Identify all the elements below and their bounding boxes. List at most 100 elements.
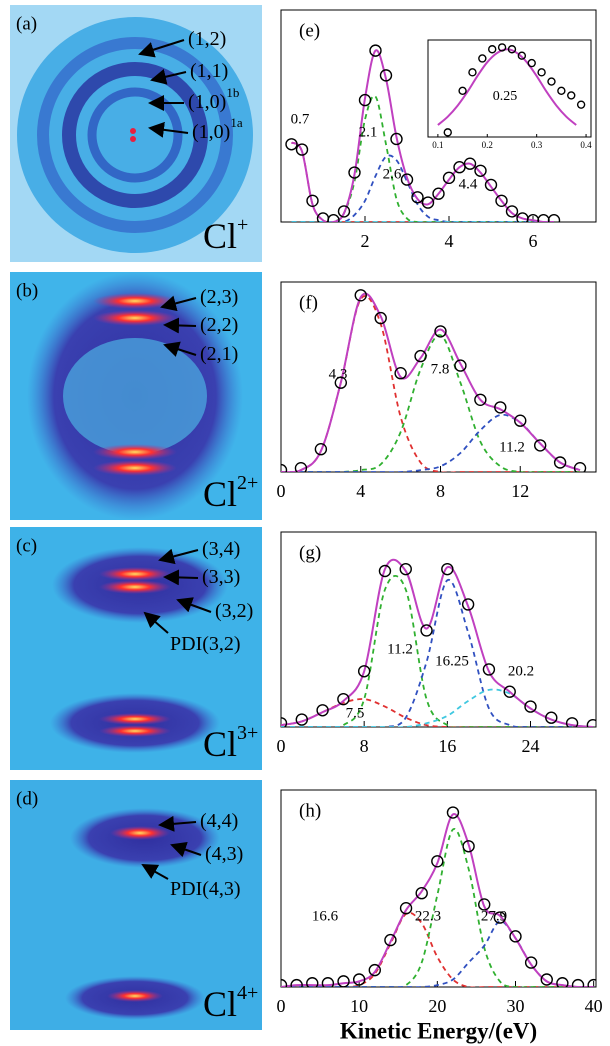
data-point (290, 978, 303, 987)
feature-text: (1,0) (188, 91, 226, 113)
fit-curve (437, 48, 577, 126)
data-point (295, 143, 309, 156)
data-point (400, 173, 414, 186)
feature-text: PDI(4,3) (170, 878, 241, 900)
data-point (327, 214, 340, 222)
feature-label: (3,3) (202, 566, 240, 588)
plot-area (285, 44, 561, 222)
feature-text: (2,3) (200, 286, 238, 308)
x-tick-label: 30 (506, 996, 524, 1016)
data-point (478, 898, 491, 911)
data-point (281, 717, 288, 727)
data-point (462, 840, 475, 853)
feature-label: (3,2) (215, 600, 253, 622)
panel-label: (f) (299, 292, 318, 313)
peak-label: 16.25 (435, 653, 469, 669)
x-tick-label: 0.3 (531, 140, 543, 150)
x-tick-label: 6 (529, 231, 538, 251)
component-curve (281, 920, 594, 987)
x-tick-label: 24 (522, 736, 540, 756)
data-point (468, 68, 477, 77)
component-curve (281, 575, 593, 727)
arrow (163, 317, 197, 334)
arrow (160, 295, 197, 312)
x-tick-label: 0.4 (580, 140, 592, 150)
data-point (533, 439, 547, 452)
arrow (141, 864, 169, 880)
feature-text: (3,3) (202, 566, 240, 588)
data-point (567, 91, 576, 100)
data-point (337, 975, 350, 987)
x-tick-label: 0 (277, 996, 286, 1016)
feature-label: (3,4) (202, 538, 240, 560)
data-point (441, 562, 454, 576)
panel-label: (d) (16, 788, 38, 809)
data-point (474, 164, 487, 177)
data-point (458, 86, 467, 96)
feature-text: PDI(3,2) (170, 633, 241, 655)
peak-label: 22.3 (415, 908, 441, 924)
data-point (352, 973, 366, 986)
panel-label: (g) (299, 542, 321, 563)
data-point (443, 128, 452, 137)
x-tick-label: 12 (511, 481, 529, 501)
x-tick-label: 2 (361, 231, 370, 251)
data-point (461, 598, 475, 611)
data-point (379, 69, 393, 82)
feature-text: (2,2) (200, 314, 238, 336)
x-axis-label: Kinetic Energy/(eV) (340, 1018, 537, 1043)
x-tick-label: 16 (438, 736, 456, 756)
data-point (497, 43, 507, 52)
data-point (571, 978, 585, 987)
data-point (399, 562, 412, 576)
data-point (573, 462, 587, 472)
peak-label: 4.3 (329, 366, 348, 382)
data-point (334, 376, 348, 389)
data-point (295, 713, 308, 726)
component-curve (281, 334, 581, 472)
feature-text: (1,2) (188, 28, 226, 50)
data-point (306, 977, 319, 987)
x-tick-label: 40 (585, 996, 603, 1016)
data-point (442, 171, 456, 185)
data-point (463, 157, 477, 170)
data-point (316, 704, 329, 717)
feature-text: (2,1) (200, 343, 238, 365)
data-point (493, 911, 507, 924)
x-tick-label: 4 (356, 481, 365, 501)
arrow (158, 548, 199, 565)
panel-label: (b) (16, 280, 38, 301)
peak-label: 2.6 (383, 166, 402, 182)
arrow (138, 39, 185, 58)
ion-symbol: Cl (203, 724, 237, 764)
feature-label: (2,2) (200, 314, 238, 336)
data-point (503, 685, 516, 698)
ion-label: Cl3+ (203, 722, 258, 765)
peak-label: 0.25 (493, 89, 518, 104)
data-point (507, 45, 517, 54)
feature-label: (4,4) (200, 810, 238, 832)
data-point (545, 711, 558, 724)
component-curve (281, 579, 593, 727)
data-point (527, 58, 536, 68)
data-point (306, 194, 319, 208)
data-point (484, 178, 498, 192)
data-point (421, 196, 435, 209)
ion-charge: + (237, 214, 248, 236)
arrow (148, 121, 189, 138)
plot-area (281, 806, 596, 987)
feature-label: (1,0)1a (192, 115, 243, 143)
data-point (557, 86, 566, 96)
feature-label: (1,2) (188, 28, 226, 50)
peak-label: 0.7 (291, 111, 310, 127)
peak-label: 4.4 (459, 176, 478, 192)
data-point (537, 68, 546, 77)
data-point (540, 973, 553, 986)
x-tick-label: 8 (436, 481, 445, 501)
feature-text: (3,2) (215, 600, 253, 622)
ion-symbol: Cl (203, 984, 237, 1024)
feature-superscript: 1a (230, 115, 243, 130)
data-point (337, 692, 350, 706)
data-point (547, 77, 556, 86)
peak-label: 27.9 (481, 908, 507, 924)
